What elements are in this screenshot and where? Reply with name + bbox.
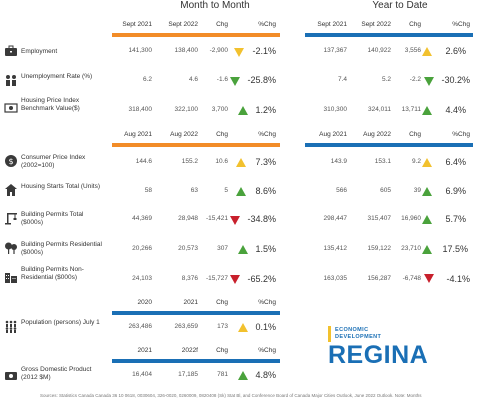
population-icon [5, 320, 17, 333]
year-to-date-title: Year to Date [372, 0, 428, 11]
logo-line-1: ECONOMIC [335, 327, 369, 333]
up-arrow-icon [238, 106, 248, 115]
header-ychg: Chg [409, 20, 421, 28]
up-arrow-icon [422, 245, 432, 254]
down-arrow-icon [424, 77, 434, 86]
logo-line-3: REGINA [328, 341, 429, 369]
header-pct: %Chg [258, 20, 276, 28]
header-chg: Chg [216, 346, 228, 354]
source-note: Sources: Statistics Canada Canada 36 10 … [40, 393, 422, 398]
row-building-permits-total: Building Permits Total ($000s) 44,369 28… [0, 209, 495, 229]
down-arrow-icon [230, 77, 240, 86]
logo-line-2: DEVELOPMENT [335, 334, 382, 340]
up-arrow-icon [238, 245, 248, 254]
down-arrow-icon [230, 275, 240, 284]
row-housing-starts: Housing Starts Total (Units) 58 63 5 8.6… [0, 181, 495, 201]
blue-bar-4 [112, 359, 280, 363]
dollar-coin-icon: $ [5, 155, 17, 167]
down-arrow-icon [424, 274, 434, 283]
blue-bar-1 [305, 33, 473, 37]
row-label: Building Permits Residential ($000s) [21, 241, 102, 256]
month-to-month-title: Month to Month [180, 0, 250, 11]
orange-bar-2 [112, 143, 280, 147]
header-row-4: 2021 2022f Chg %Chg [0, 344, 300, 356]
trees-icon [5, 242, 17, 254]
header-y1: Sept 2021 [317, 20, 347, 28]
row-label: Gross Domestic Product (2012 $M) [21, 366, 92, 381]
row-label: Building Permits Non-Residential ($000s) [21, 266, 84, 281]
buildings-icon [5, 273, 17, 283]
logo-accent-bar [328, 326, 331, 342]
briefcase-icon [5, 45, 17, 56]
blue-bar-2 [305, 143, 473, 147]
up-arrow-icon [422, 215, 432, 224]
blue-bar-3 [112, 311, 280, 315]
row-population: Population (persons) July 1 263,486 263,… [0, 318, 495, 336]
row-label: Population (persons) July 1 [21, 319, 100, 326]
header-chg: Chg [216, 130, 228, 138]
up-arrow-icon [422, 158, 432, 167]
cash-icon [4, 103, 18, 113]
money-icon [5, 372, 17, 380]
svg-text:$: $ [8, 157, 13, 166]
up-arrow-icon [236, 187, 246, 196]
up-arrow-icon [238, 371, 248, 380]
up-arrow-icon [422, 106, 432, 115]
header-m1: 2021 [137, 346, 152, 354]
up-arrow-icon [422, 47, 432, 56]
row-label: Consumer Price Index (2002=100) [21, 154, 86, 169]
house-icon [5, 184, 17, 196]
header-y1: Aug 2021 [319, 130, 347, 138]
crane-icon [5, 213, 17, 225]
header-m2: Aug 2022 [170, 130, 198, 138]
header-m1: 2020 [137, 298, 152, 306]
down-arrow-icon [230, 216, 240, 225]
header-ypct: %Chg [452, 130, 470, 138]
up-arrow-icon [238, 323, 248, 332]
row-label: Housing Starts Total (Units) [21, 183, 100, 190]
header-y2: Sept 2022 [361, 20, 391, 28]
row-label: Employment [21, 48, 58, 55]
header-ychg: Chg [409, 130, 421, 138]
header-m2: 2022f [181, 346, 198, 354]
header-chg: Chg [216, 20, 228, 28]
header-row-2: Aug 2021 Aug 2022 Chg %Chg Aug 2021 Aug … [0, 128, 495, 140]
header-m2: Sept 2022 [168, 20, 198, 28]
row-unemployment: Unemployment Rate (%) 6.2 4.6 -1.6 -25.8… [0, 72, 495, 90]
header-m2: 2021 [183, 298, 198, 306]
row-housing-price-index: Housing Price Index Benchmark Value($) 3… [0, 97, 495, 123]
header-row-1: Sept 2021 Sept 2022 Chg %Chg Sept 2021 S… [0, 18, 495, 30]
header-pct: %Chg [258, 346, 276, 354]
row-label: Housing Price Index Benchmark Value($) [21, 97, 80, 112]
row-employment: Employment 141,300 138,400 -2,900 -2.1% … [0, 44, 495, 60]
row-building-permits-residential: Building Permits Residential ($000s) 20,… [0, 239, 495, 259]
row-consumer-price-index: $ Consumer Price Index (2002=100) 144.6 … [0, 152, 495, 172]
economic-development-regina-logo: ECONOMIC DEVELOPMENT REGINA [328, 326, 440, 372]
header-ypct: %Chg [452, 20, 470, 28]
row-label: Building Permits Total ($000s) [21, 211, 84, 226]
header-y2: Aug 2022 [363, 130, 391, 138]
down-arrow-icon [234, 48, 244, 57]
row-label: Unemployment Rate (%) [21, 73, 93, 80]
header-pct: %Chg [258, 298, 276, 306]
header-m1: Aug 2021 [124, 130, 152, 138]
row-building-permits-non-residential: Building Permits Non-Residential ($000s)… [0, 266, 495, 292]
header-pct: %Chg [258, 130, 276, 138]
header-row-3: 2020 2021 Chg %Chg [0, 296, 300, 308]
people-icon [6, 75, 16, 86]
up-arrow-icon [236, 158, 246, 167]
header-chg: Chg [216, 298, 228, 306]
up-arrow-icon [422, 187, 432, 196]
row-gross-domestic-product: Gross Domestic Product (2012 $M) 16,404 … [0, 366, 495, 386]
header-m1: Sept 2021 [122, 20, 152, 28]
orange-bar-1 [112, 33, 280, 37]
